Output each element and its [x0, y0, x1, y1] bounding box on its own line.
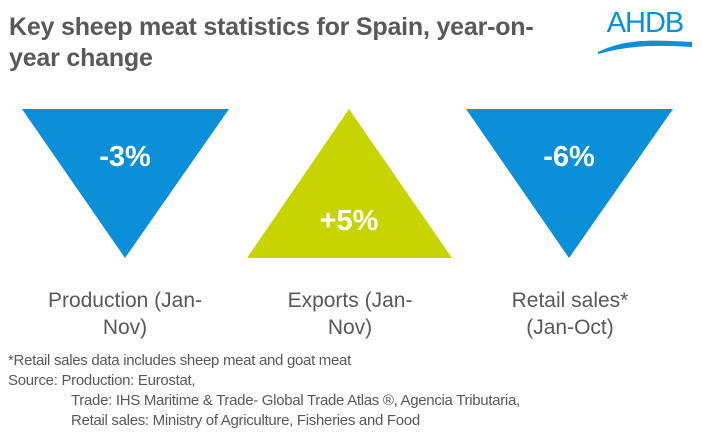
- retail-footnote: *Retail sales data includes sheep meat a…: [8, 352, 351, 369]
- source-line-3: Retail sales: Ministry of Agriculture, F…: [71, 412, 420, 429]
- ahdb-logo: AHDB: [596, 6, 694, 56]
- retail-label: Retail sales* (Jan-Oct): [455, 287, 685, 341]
- wave-icon: [598, 40, 692, 54]
- production-label-line2: Nov): [102, 316, 148, 339]
- source-line-2: Trade: IHS Maritime & Trade- Global Trad…: [71, 392, 520, 409]
- production-label: Production (Jan- Nov): [10, 287, 240, 341]
- retail-label-line2: (Jan-Oct): [526, 316, 614, 339]
- retail-change-value: -6%: [543, 141, 595, 173]
- page-title: Key sheep meat statistics for Spain, yea…: [9, 13, 534, 72]
- exports-change-value: +5%: [319, 205, 379, 237]
- retail-down-triangle: [466, 109, 673, 258]
- production-change-value: -3%: [99, 141, 151, 173]
- footnotes: *Retail sales data includes sheep meat a…: [8, 351, 520, 431]
- triangles: [22, 109, 673, 258]
- exports-up-triangle: [247, 109, 452, 258]
- logo-text: AHDB: [606, 7, 685, 39]
- production-down-triangle: [22, 109, 229, 258]
- exports-label-line1: Exports (Jan-: [287, 289, 413, 312]
- source-line-1: Source: Production: Eurostat,: [8, 372, 196, 389]
- exports-label: Exports (Jan- Nov): [235, 287, 465, 341]
- production-label-line1: Production (Jan-: [47, 289, 203, 312]
- exports-label-line2: Nov): [327, 316, 373, 339]
- retail-label-line1: Retail sales*: [511, 289, 629, 312]
